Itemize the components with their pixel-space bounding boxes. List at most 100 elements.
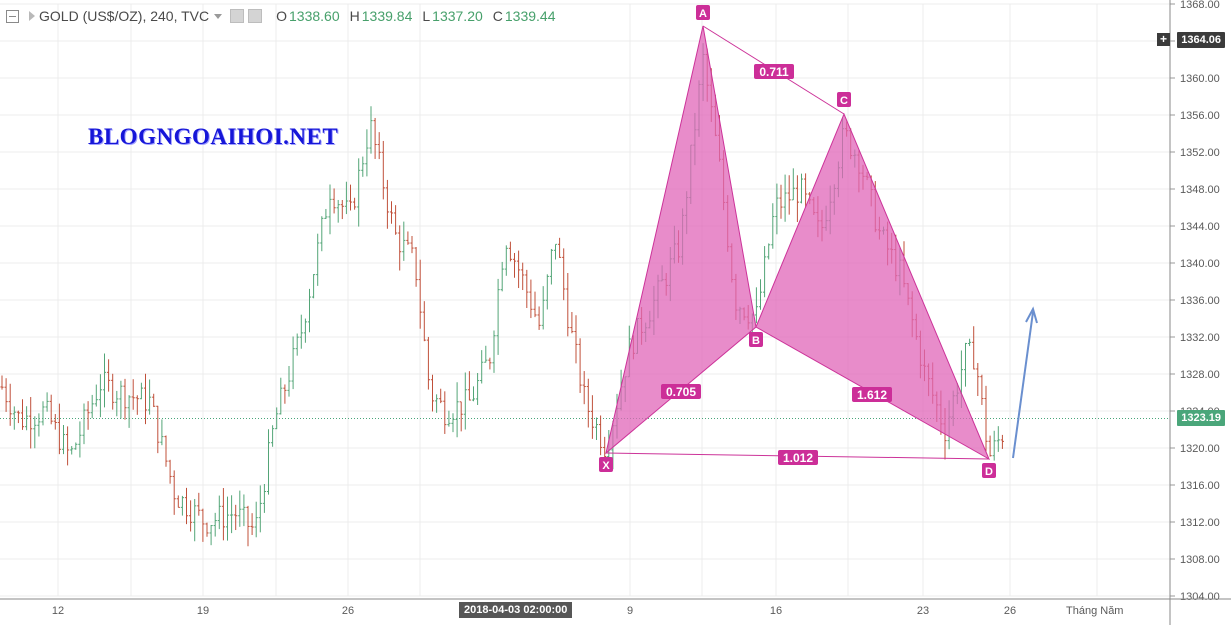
ohlc-bar bbox=[238, 490, 242, 527]
ohlc-bar bbox=[53, 414, 57, 430]
pattern-ratio: 0.711 bbox=[754, 64, 794, 79]
pattern-point-box bbox=[749, 332, 763, 347]
ohlc-bar bbox=[139, 382, 143, 400]
ohlc-bar bbox=[402, 221, 406, 261]
ohlc-bar bbox=[12, 406, 16, 430]
ohlc-bar bbox=[8, 383, 12, 426]
y-tick-label: 1328.00 bbox=[1180, 369, 1220, 381]
ohlc-bar bbox=[422, 301, 426, 342]
ohlc-bar bbox=[164, 435, 168, 467]
ohlc-bar bbox=[381, 140, 385, 200]
ohlc-bar bbox=[176, 495, 180, 508]
ohlc-bar bbox=[504, 245, 508, 276]
pattern-point-label: D bbox=[985, 466, 993, 478]
ohlc-bar bbox=[115, 390, 119, 417]
arrow-shaft bbox=[1012, 311, 1034, 459]
ohlc-bar bbox=[578, 338, 582, 393]
ohlc-bar bbox=[529, 279, 533, 319]
ohlc-bar bbox=[78, 421, 82, 458]
x-tick-label: 12 bbox=[52, 605, 64, 617]
ohlc-bar bbox=[189, 500, 193, 532]
pattern-point-a: A bbox=[696, 5, 710, 20]
ohlc-bar bbox=[205, 522, 209, 537]
ohlc-bar bbox=[303, 318, 307, 343]
pattern-point-box bbox=[696, 5, 710, 20]
ohlc-bar bbox=[25, 406, 29, 431]
ohlc-bar bbox=[373, 117, 377, 159]
ohlc-bar bbox=[426, 336, 430, 390]
ohlc-bar bbox=[4, 378, 8, 412]
ohlc-bar bbox=[312, 274, 316, 299]
ohlc-bar bbox=[353, 197, 357, 210]
ohlc-bar bbox=[787, 175, 791, 215]
pattern-ratio-box bbox=[754, 64, 794, 79]
hide-icon[interactable] bbox=[248, 9, 263, 23]
ohlc-bar bbox=[763, 246, 767, 298]
ohlc-bar bbox=[111, 373, 115, 410]
y-tick-label: 1356.00 bbox=[1180, 110, 1220, 122]
ohlc-bar bbox=[549, 248, 553, 285]
ohlc-bar bbox=[70, 446, 74, 455]
ohlc-bar bbox=[795, 175, 799, 223]
ohlc-bar bbox=[332, 188, 336, 214]
ohlc-bar bbox=[180, 495, 184, 516]
ohlc-bar bbox=[246, 505, 250, 547]
ohlc-bar bbox=[283, 384, 287, 404]
ohlc-bar bbox=[512, 252, 517, 278]
ohlc-bar bbox=[521, 262, 525, 291]
ohlc-bar bbox=[492, 330, 496, 373]
x-period-label: Tháng Năm bbox=[1066, 605, 1124, 617]
pattern-ratio-box bbox=[852, 387, 892, 402]
ohlc-open-value: 1338.60 bbox=[289, 8, 340, 24]
ohlc-bar bbox=[20, 399, 25, 430]
flag-icon[interactable] bbox=[29, 11, 35, 21]
settings-icon[interactable] bbox=[230, 9, 245, 23]
ohlc-bar bbox=[754, 287, 758, 324]
ohlc-bar bbox=[804, 173, 808, 208]
x-tick-label: 16 bbox=[770, 605, 782, 617]
ohlc-bar bbox=[451, 413, 455, 433]
y-tick-label: 1304.00 bbox=[1180, 591, 1220, 603]
ohlc-bar bbox=[217, 495, 221, 530]
ohlc-bar bbox=[242, 494, 246, 527]
ohlc-bar bbox=[418, 259, 422, 329]
ohlc-bar bbox=[1000, 434, 1004, 449]
ohlc-bar bbox=[365, 129, 369, 177]
ohlc-bar bbox=[328, 184, 332, 235]
ohlc-bar bbox=[131, 379, 135, 410]
ohlc-bar bbox=[57, 403, 61, 455]
ohlc-bar bbox=[517, 250, 521, 289]
x-tick-label: 19 bbox=[197, 605, 209, 617]
plus-icon[interactable]: + bbox=[1157, 33, 1170, 46]
ohlc-bar bbox=[291, 336, 295, 390]
y-tick-label: 1340.00 bbox=[1180, 258, 1220, 270]
ohlc-bar bbox=[123, 378, 127, 420]
chevron-down-icon[interactable] bbox=[214, 13, 223, 19]
ohlc-bar bbox=[340, 199, 344, 220]
ohlc-bar bbox=[500, 261, 504, 292]
y-tick-label: 1308.00 bbox=[1180, 554, 1220, 566]
ohlc-bar bbox=[41, 401, 45, 426]
ohlc-bar bbox=[799, 173, 804, 204]
ohlc-bar bbox=[74, 442, 78, 450]
ohlc-bar bbox=[430, 374, 435, 412]
ohlc-bar bbox=[336, 199, 340, 223]
ohlc-bar bbox=[230, 495, 234, 534]
ohlc-bar bbox=[0, 375, 4, 390]
x-tick-label: 26 bbox=[1004, 605, 1016, 617]
y-tick-label: 1312.00 bbox=[1180, 517, 1220, 529]
ohlc-bar bbox=[467, 371, 471, 401]
collapse-icon[interactable] bbox=[6, 9, 19, 23]
ohlc-bar bbox=[377, 132, 381, 160]
ohlc-bar bbox=[279, 377, 283, 415]
y-tick-label: 1348.00 bbox=[1180, 184, 1220, 196]
ohlc-bar bbox=[767, 243, 771, 260]
y-tick-label: 1368.00 bbox=[1180, 0, 1220, 11]
x-tick-label: 9 bbox=[627, 605, 633, 617]
symbol-label[interactable]: GOLD (US$/OZ), 240, TVC bbox=[39, 8, 210, 24]
pattern-ratio-label: 1.612 bbox=[857, 388, 887, 402]
ohlc-bar bbox=[525, 269, 529, 308]
ohlc-bar bbox=[197, 492, 201, 516]
